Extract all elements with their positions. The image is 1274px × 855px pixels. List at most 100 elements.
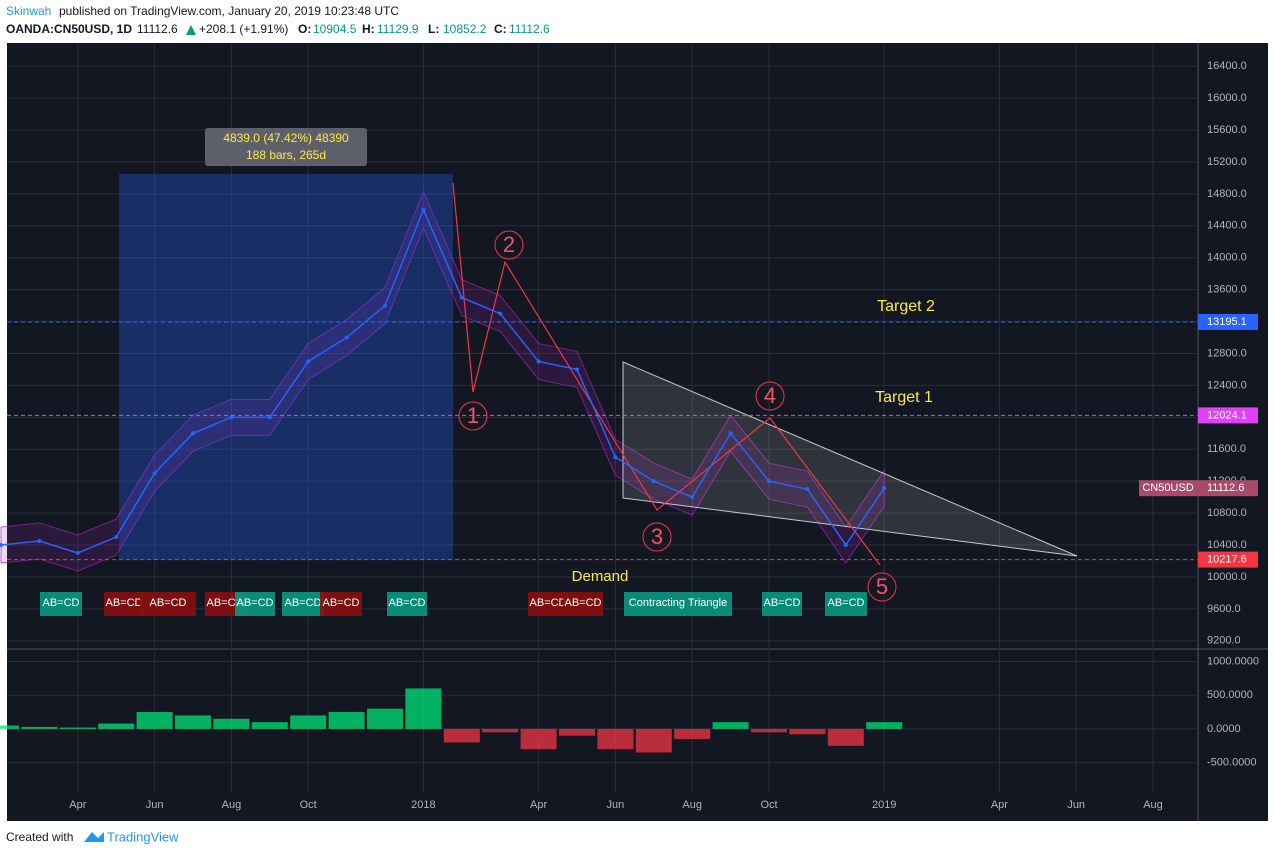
- pattern-box: [235, 592, 275, 616]
- pattern-label: AB=CD: [389, 597, 426, 609]
- y-tick-label: 14800.0: [1207, 188, 1247, 200]
- osc-bar: [674, 728, 711, 740]
- y-tick-label: 15200.0: [1207, 156, 1247, 168]
- time-axis: [7, 793, 1268, 821]
- osc-bar: [597, 728, 634, 750]
- wave-label: 2: [503, 232, 515, 257]
- up-arrow: [186, 25, 196, 35]
- x-tick-label: Oct: [760, 799, 777, 811]
- y-tick-label: 12800.0: [1207, 347, 1247, 359]
- y-tick-label: 13600.0: [1207, 284, 1247, 296]
- pattern-label: AB=CD: [285, 597, 322, 609]
- measure-line2: 188 bars, 265d: [246, 148, 326, 162]
- level-tag: [1198, 407, 1258, 424]
- osc-bar: [712, 722, 749, 729]
- level-tag: [1198, 551, 1258, 568]
- y-tick-label: 500.0000: [1207, 689, 1253, 701]
- pattern-label: AB=CD: [323, 597, 360, 609]
- symbol: OANDA:CN50USD, 1D: [6, 22, 132, 36]
- osc-bar: [559, 728, 595, 736]
- measure-line1: 4839.0 (47.42%) 48390: [223, 131, 349, 145]
- level-tag: [1198, 313, 1258, 330]
- pattern-box: [387, 592, 427, 616]
- ohlc-key: H:: [362, 22, 375, 36]
- price-point: [37, 539, 42, 544]
- osc-bar: [482, 728, 519, 733]
- osc-bar: [290, 715, 327, 729]
- ohlc-value: 11129.9: [377, 22, 419, 36]
- measure-label-box: [205, 128, 367, 166]
- price-point: [75, 551, 80, 556]
- osc-bar: [21, 726, 58, 729]
- wave-circle: [458, 401, 488, 431]
- pattern-box: [282, 592, 324, 616]
- pattern-box: [140, 592, 196, 616]
- pattern-box: [762, 592, 802, 616]
- price-point: [728, 431, 733, 436]
- y-tick-label: 10400.0: [1207, 539, 1247, 551]
- y-tick-label: 11600.0: [1207, 443, 1246, 455]
- published-note: published on TradingView.com, January 20…: [59, 4, 399, 18]
- price-tag: [1198, 480, 1258, 497]
- price-point: [344, 335, 349, 340]
- wave-circle: [755, 381, 785, 411]
- price-point: [575, 367, 579, 372]
- ohlc-key: C:: [494, 22, 507, 36]
- x-tick-label: Aug: [222, 799, 242, 811]
- wave-label: 3: [651, 524, 663, 549]
- change: +208.1 (+1.91%): [199, 22, 288, 36]
- symbol-tag: CN50USD: [1142, 482, 1193, 494]
- wave-label: 1: [467, 403, 479, 428]
- x-tick-label: 2019: [872, 799, 896, 811]
- pattern-label: AB=CD: [43, 597, 80, 609]
- target-label: Target 1: [875, 389, 933, 406]
- x-tick-label: Jun: [607, 799, 625, 811]
- ohlc-value: 11112.6: [509, 22, 550, 36]
- pattern-box: [320, 592, 362, 616]
- level-value: 10217.6: [1207, 554, 1247, 566]
- price-point: [152, 471, 157, 476]
- y-tick-label: -500.0000: [1207, 757, 1257, 769]
- pattern-label: AB=CD: [106, 597, 143, 609]
- price-point: [267, 415, 272, 420]
- footer-brand: TradingView: [107, 829, 179, 844]
- pattern-label: AB=CD: [565, 597, 602, 609]
- osc-bar: [635, 728, 672, 753]
- pattern-label: AB=CD: [150, 597, 187, 609]
- price-point: [613, 455, 618, 460]
- price-point: [0, 543, 3, 548]
- osc-bar: [367, 708, 403, 729]
- osc-bar: [0, 725, 19, 729]
- pattern-box: [624, 592, 732, 616]
- x-tick-label: Apr: [69, 799, 86, 811]
- measure-box: [119, 174, 453, 560]
- pattern-box: [825, 592, 867, 616]
- wave-circle: [642, 522, 672, 552]
- osc-bar: [405, 688, 442, 729]
- band: [0, 190, 885, 572]
- y-tick-label: 10800.0: [1207, 507, 1247, 519]
- zone-label: Demand: [572, 568, 629, 585]
- osc-bar: [443, 728, 480, 743]
- pattern-label: AB=CD: [207, 597, 244, 609]
- wave-label: 5: [876, 574, 888, 599]
- wave-lines: [452, 182, 881, 566]
- osc-bar: [98, 723, 135, 729]
- y-tick-label: 1000.0000: [1207, 655, 1259, 667]
- price-point: [229, 415, 234, 420]
- level-value: 12024.1: [1207, 409, 1247, 421]
- level-value: 13195.1: [1207, 316, 1247, 328]
- osc-bar: [213, 718, 250, 729]
- osc-bar: [59, 727, 96, 729]
- pattern-box: [528, 592, 568, 616]
- ohlc-value: 10904.5: [313, 22, 357, 36]
- price-point: [114, 535, 119, 540]
- osc-bar: [827, 728, 864, 746]
- ohlc-key: L:: [428, 22, 439, 36]
- osc-bar: [328, 712, 365, 729]
- pattern-label: AB=CD: [237, 597, 274, 609]
- publisher: Skinwah: [6, 4, 51, 18]
- x-tick-label: 2018: [411, 799, 435, 811]
- y-tick-label: 12400.0: [1207, 379, 1247, 391]
